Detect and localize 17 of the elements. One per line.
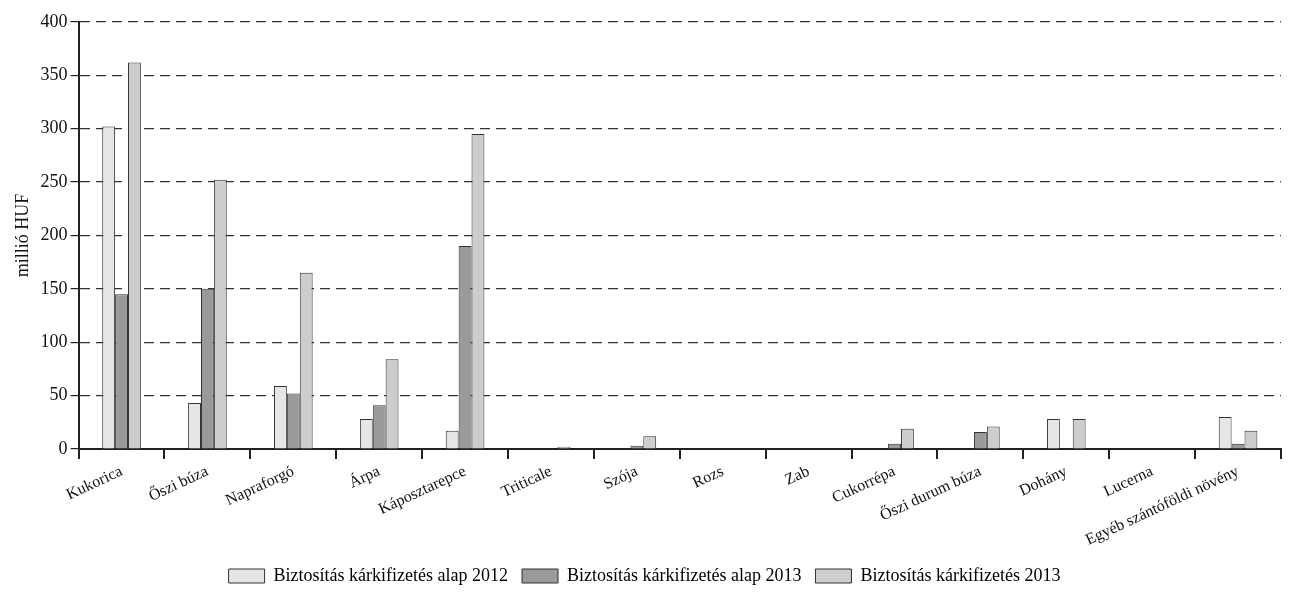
y-tick-label: 100	[40, 330, 68, 351]
x-tick-label: Rozs	[689, 461, 726, 491]
x-tick-label: Őszi búza	[145, 460, 211, 505]
y-tick-label: 250	[40, 170, 68, 191]
y-tick-label: 150	[40, 277, 68, 298]
y-tick-label: 50	[49, 384, 68, 405]
x-tick-label: Zab	[781, 461, 812, 488]
x-tick-label: Szója	[600, 461, 641, 494]
y-tick-label: 200	[40, 224, 68, 245]
legend-label: Biztosítás kárkifizetés 2013	[860, 564, 1061, 585]
y-tick-label: 350	[40, 63, 68, 84]
y-tick-label: 300	[40, 117, 68, 138]
y-tick-label: 400	[40, 10, 68, 31]
y-tick-label: 0	[58, 437, 68, 458]
legend-label: Biztosítás kárkifizetés alap 2013	[567, 564, 802, 585]
y-axis-title: millió HUF	[11, 193, 32, 278]
legend-label: Biztosítás kárkifizetés alap 2012	[273, 564, 509, 585]
